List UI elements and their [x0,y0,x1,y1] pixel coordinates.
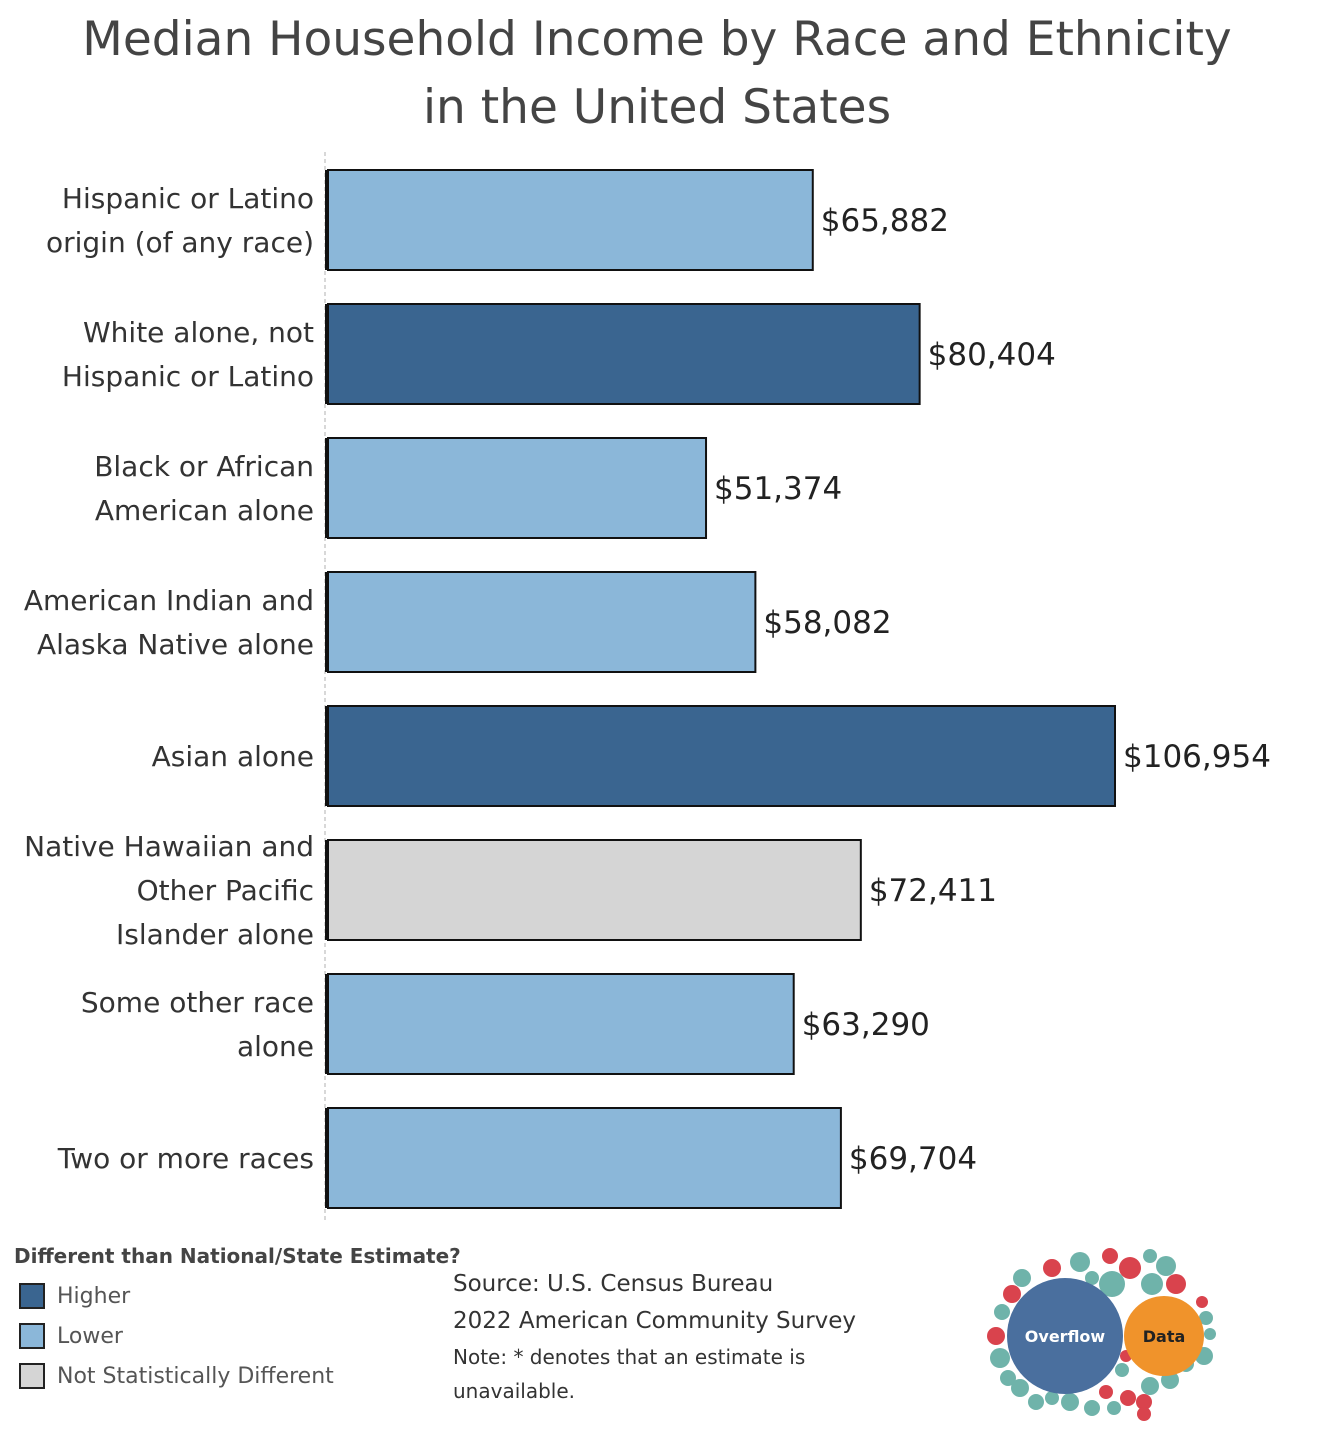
value-label-1: $80,404 [928,337,1056,373]
source-line-2: 2022 American Community Survey [453,1308,857,1334]
source-note-text: Note: * denotes that an estimate is unav… [453,1345,806,1403]
chart-title: Median Household Income by Race and Ethn… [0,6,1314,142]
category-label-line: alone [237,1030,314,1063]
bar-5[interactable] [327,839,862,941]
chart-title-line-1: Median Household Income by Race and Ethn… [82,12,1232,67]
bar-edge-3 [325,572,329,672]
bar-edge-1 [325,304,329,404]
category-label-line: Asian alone [152,740,314,773]
category-label-line: Some other race [81,986,314,1019]
value-label-6: $63,290 [802,1007,930,1043]
legend-swatch-higher [19,1283,45,1309]
logo-data-circle [1124,1296,1204,1376]
category-label-3: American Indian and Alaska Native alone [24,584,314,661]
bar-0[interactable] [327,169,814,271]
category-label-0: Hispanic or Latino origin (of any race) [46,182,314,259]
bar-chart: $65,882 Hispanic or Latino origin (of any … [24,152,1271,1222]
bar-6[interactable] [327,973,795,1075]
bar-7[interactable] [327,1107,842,1209]
overflow-data-logo: Overflow Data [987,1248,1216,1421]
legend-item-higher[interactable]: Higher [14,1276,444,1316]
logo-bubbles [987,1248,1216,1421]
category-label-5: Native Hawaiian and Other Pacific Islander… [24,830,314,951]
category-label-line: origin (of any race) [46,226,314,259]
category-label-line: American Indian and [24,584,314,617]
category-label-line: Islander alone [116,918,314,951]
bar-1[interactable] [327,303,921,405]
category-label-line: Alaska Native alone [37,628,314,661]
logo-overflow-text: Overflow [1025,1327,1106,1346]
bar-edge-7 [325,1108,329,1208]
category-label-1: White alone, not Hispanic or Latino [62,316,314,393]
category-label-6: Some other race alone [81,986,314,1063]
logo-data-text: Data [1143,1327,1186,1346]
category-label-line: Native Hawaiian and [24,830,314,863]
category-label-line: Hispanic or Latino [62,360,314,393]
bar-edge-5 [325,840,329,940]
category-label-line: Other Pacific [137,874,314,907]
value-label-0: $65,882 [821,203,949,239]
bar-edge-6 [325,974,329,1074]
legend-title: Different than National/State Estimate? [14,1244,461,1268]
bar-edge-0 [325,170,329,270]
category-label-line: Black or African [94,450,314,483]
legend-label-lower: Lower [57,1323,123,1349]
value-label-2: $51,374 [714,471,842,507]
source-note: Source: U.S. Census Bureau 2022 American… [453,1266,873,1408]
value-label-4: $106,954 [1123,739,1271,775]
bar-2[interactable] [327,437,708,539]
chart-title-line-2: in the United States [422,80,892,135]
category-label-line: Hispanic or Latino [62,182,314,215]
category-label-line: Two or more races [57,1142,314,1175]
value-label-7: $69,704 [849,1141,977,1177]
category-label-line: White alone, not [83,316,314,349]
legend-label-not-different: Not Statistically Different [57,1363,334,1389]
legend-label-higher: Higher [57,1283,131,1309]
bar-4[interactable] [327,705,1116,807]
category-label-7: Two or more races [57,1142,314,1175]
bar-edge-2 [325,438,329,538]
legend-item-not-different[interactable]: Not Statistically Different [14,1356,444,1396]
legend-swatch-lower [19,1323,45,1349]
bars-layer: $65,882 Hispanic or Latino origin (of any … [24,169,1271,1209]
legend-item-lower[interactable]: Lower [14,1316,444,1356]
bar-3[interactable] [327,571,757,673]
bar-edge-4 [325,706,329,806]
value-label-5: $72,411 [869,873,997,909]
category-label-line: American alone [95,494,314,527]
category-label-2: Black or African American alone [94,450,314,527]
legend-swatch-not-different [19,1363,45,1389]
value-label-3: $58,082 [763,605,891,641]
legend: Different than National/State Estimate? … [14,1244,461,1396]
source-line-1: Source: U.S. Census Bureau [453,1271,774,1297]
category-label-4: Asian alone [152,740,314,773]
logo-overflow-circle [1007,1278,1123,1394]
